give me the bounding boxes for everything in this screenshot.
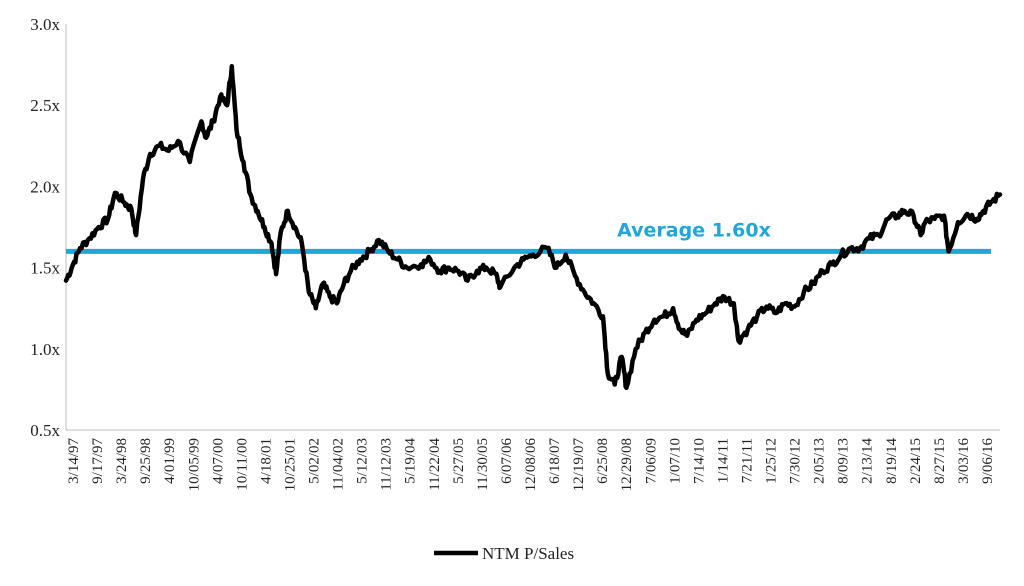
x-tick-label: 5/02/02 [307,438,323,484]
x-tick-label: 5/12/03 [355,438,371,484]
x-tick-label: 1/07/10 [667,438,683,484]
y-tick-label: 0.5x [30,421,60,440]
x-tick-label: 8/09/13 [836,438,852,484]
y-tick-labels: 0.5x 1.0x 1.5x 2.0x 2.5x 3.0x [30,15,60,440]
x-tick-label: 11/30/05 [475,438,491,491]
x-tick-label: 3/14/97 [66,438,82,484]
x-tick-label: 2/05/13 [812,438,828,484]
x-tick-label: 2/24/15 [908,438,924,484]
x-tick-label: 5/27/05 [451,438,467,484]
y-tick-label: 1.0x [30,340,60,359]
y-tick-label: 1.5x [30,259,60,278]
x-tick-label: 10/25/01 [282,438,298,491]
y-tick-label: 3.0x [30,15,60,34]
x-tick-label: 8/27/15 [932,438,948,484]
x-tick-label: 12/19/07 [571,438,587,492]
x-tick-label: 7/30/12 [788,438,804,484]
x-tick-label: 4/07/00 [210,438,226,484]
x-tick-label: 11/12/03 [379,438,395,491]
x-tick-label: 6/07/06 [499,438,515,484]
x-tick-label: 8/19/14 [884,438,900,484]
x-tick-label: 1/14/11 [715,438,731,483]
y-tick-label: 2.0x [30,177,60,196]
average-reference-line: Average 1.60x [66,219,991,254]
x-tick-label: 4/18/01 [258,438,274,484]
x-tick-label: 1/25/12 [764,438,780,484]
series-line-ntm-p-sales [63,63,1003,391]
x-tick-labels: 3/14/97 9/17/97 3/24/98 9/25/98 4/01/99 10/05… [66,438,996,492]
x-tick-label: 3/24/98 [114,438,130,484]
x-tick-label: 4/01/99 [162,438,178,484]
x-tick-label: 5/19/04 [403,438,419,484]
x-tick-label: 12/29/08 [619,438,635,491]
x-tick-label: 7/21/11 [739,438,755,483]
x-tick-label: 7/06/09 [643,438,659,484]
x-tick-label: 2/13/14 [860,438,876,484]
x-tick-label: 9/25/98 [138,438,154,484]
x-tick-label: 6/18/07 [547,438,563,484]
x-tick-label: 12/08/06 [523,438,539,492]
legend-label: NTM P/Sales [482,544,574,563]
x-tick-label: 9/06/16 [980,438,996,484]
y-tick-label: 2.5x [30,96,60,115]
average-label: Average 1.60x [617,219,771,241]
x-tick-label: 10/05/99 [186,438,202,491]
x-tick-label: 9/17/97 [90,438,106,484]
x-tick-label: 11/04/02 [331,438,347,491]
x-tick-label: 6/25/08 [595,438,611,484]
legend: NTM P/Sales [434,544,574,563]
x-tick-label: 7/14/10 [691,438,707,484]
x-tick-label: 11/22/04 [427,438,443,491]
x-tick-label: 3/03/16 [956,438,972,484]
x-tick-label: 10/11/00 [234,438,250,491]
